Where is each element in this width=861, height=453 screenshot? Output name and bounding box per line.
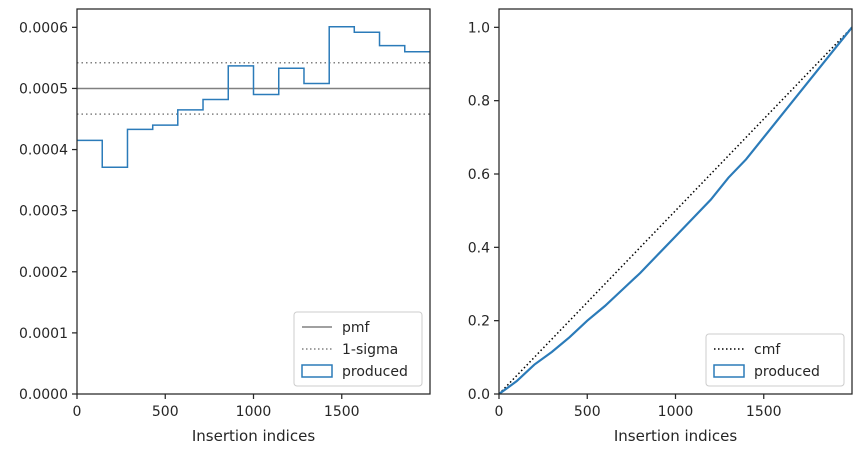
y-tick-label: 0.0006 <box>19 20 68 36</box>
y-tick-label: 0.8 <box>468 94 490 110</box>
y-tick-label: 0.0000 <box>19 387 68 403</box>
legend-box <box>705 333 845 387</box>
x-tick-label: 0 <box>495 404 504 420</box>
x-tick-label: 500 <box>152 404 179 420</box>
legend-label: produced <box>342 364 408 380</box>
plot-area <box>77 25 430 169</box>
legend-label: 1-sigma <box>342 342 398 358</box>
y-tick-label: 0.6 <box>468 167 490 183</box>
legend-box <box>293 311 423 387</box>
legend-label: produced <box>754 364 820 380</box>
x-tick-label: 1000 <box>236 404 272 420</box>
y-tick-label: 0.0 <box>468 387 490 403</box>
legend: pmf 1-sigma produced <box>293 311 423 387</box>
y-tick-label: 0.0004 <box>19 143 68 159</box>
y-tick-label: 0.4 <box>468 240 490 256</box>
legend-handle-produced <box>301 364 333 378</box>
legend: cmf produced <box>705 333 845 387</box>
y-tick-label: 1.0 <box>468 20 490 36</box>
x-axis-label: Insertion indices <box>192 427 315 445</box>
y-tick-label: 0.0002 <box>19 265 68 281</box>
legend-handle-produced <box>713 364 745 378</box>
y-tick-label: 0.0001 <box>19 326 68 342</box>
y-tick-label: 0.2 <box>468 314 490 330</box>
x-axis-label: Insertion indices <box>614 427 737 445</box>
x-tick-label: 1500 <box>324 404 360 420</box>
legend-label: pmf <box>342 320 371 336</box>
chart-left-pmf: 0 500 1000 1500 0.0000 0.0001 0.0002 0.0003 0.00… <box>19 8 431 445</box>
produced-histogram <box>77 25 430 169</box>
plot-area <box>499 26 852 394</box>
produced-curve <box>499 26 852 394</box>
x-tick-label: 0 <box>73 404 82 420</box>
x-tick-label: 1000 <box>658 404 694 420</box>
y-tick-label: 0.0003 <box>19 204 68 220</box>
x-tick-label: 500 <box>574 404 601 420</box>
cmf-line <box>499 26 852 394</box>
y-tick-label: 0.0005 <box>19 81 68 97</box>
x-tick-label: 1500 <box>746 404 782 420</box>
legend-label: cmf <box>754 342 781 358</box>
chart-right-cmf: 0 500 1000 1500 0.0 0.2 0.4 0.6 0.8 1.0 Insertion … <box>468 8 853 445</box>
